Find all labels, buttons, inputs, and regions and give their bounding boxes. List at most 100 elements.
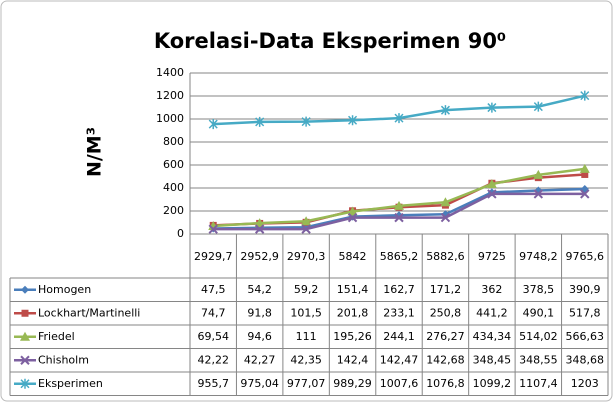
table-value: 517,8	[569, 306, 601, 319]
table-value: 171,2	[430, 283, 462, 296]
table-value: 142,47	[380, 353, 419, 366]
table-value: 276,27	[426, 330, 465, 343]
table-value: 441,2	[476, 306, 508, 319]
x-tick-label-box: 5842	[338, 249, 367, 263]
marker	[533, 189, 544, 199]
table-value: 348,55	[519, 353, 558, 366]
marker	[254, 218, 265, 228]
x-tick-label: 2952,9	[240, 249, 279, 263]
table-value: 390,9	[569, 283, 601, 296]
x-tick-label-box: 2952,9	[240, 249, 279, 263]
x-tick-label-box: 2970,3	[286, 249, 326, 263]
table-value: 514,02	[519, 330, 558, 343]
table-value: 47,5	[201, 283, 226, 296]
x-tick-label-box: 9748,2	[519, 249, 558, 263]
x-tick-label: 2929,7	[193, 249, 233, 263]
table-value: 955,7	[197, 377, 229, 390]
legend-label: Lockhart/Martinelli	[38, 306, 140, 319]
marker	[20, 331, 30, 341]
x-tick-label: 9725	[477, 249, 506, 263]
marker	[533, 101, 543, 112]
y-tick-label: 0	[177, 227, 184, 240]
table-value: 490,1	[523, 306, 555, 319]
table-value: 1203	[571, 377, 599, 390]
marker	[20, 355, 30, 365]
table-value: 975,04	[240, 377, 279, 390]
table-value: 348,68	[566, 353, 605, 366]
marker	[21, 309, 29, 317]
table-value: 195,26	[333, 330, 372, 343]
table-value: 142,4	[337, 353, 369, 366]
marker	[440, 105, 450, 116]
table-value: 348,45	[473, 353, 512, 366]
table-value: 378,5	[523, 283, 555, 296]
chart-title: Korelasi-Data Eksperimen 90⁰	[154, 29, 506, 53]
marker	[533, 169, 544, 179]
marker	[580, 189, 590, 199]
table-value: 42,35	[290, 353, 322, 366]
table-value: 201,8	[337, 306, 369, 319]
marker	[347, 206, 358, 216]
x-tick-label: 9748,2	[519, 249, 558, 263]
table-value: 91,8	[247, 306, 272, 319]
y-tick-label: 1000	[156, 112, 184, 125]
y-tick-label: 600	[163, 158, 184, 171]
table-value: 1107,4	[519, 377, 558, 390]
x-tick-label-box: 5865,2	[379, 249, 419, 263]
marker	[254, 224, 265, 234]
x-tick-label-box: 9765,6	[565, 249, 605, 263]
table-value: 54,2	[247, 283, 272, 296]
table-value: 42,27	[244, 353, 276, 366]
y-tick-label: 200	[163, 204, 184, 217]
table-value: 69,54	[197, 330, 229, 343]
y-tick-label: 400	[163, 181, 184, 194]
legend-label: Eksperimen	[38, 377, 103, 390]
table-value: 1076,8	[426, 377, 465, 390]
x-tick-label: 9765,6	[565, 249, 605, 263]
marker	[394, 200, 404, 210]
legend-label: Homogen	[38, 283, 91, 296]
marker	[208, 224, 218, 234]
y-axis-label: N/M³	[84, 127, 106, 177]
table-value: 233,1	[383, 306, 415, 319]
y-tick-label: 1200	[156, 89, 184, 102]
table-value: 151,4	[337, 283, 369, 296]
marker	[347, 212, 358, 223]
legend-label: Chisholm	[38, 353, 89, 366]
x-tick-label: 5842	[338, 249, 367, 263]
table-value: 250,8	[430, 306, 462, 319]
marker	[255, 116, 265, 127]
marker	[486, 179, 497, 189]
table-value: 244,1	[383, 330, 415, 343]
table-value: 566,63	[566, 330, 605, 343]
table-value: 1007,6	[380, 377, 419, 390]
table-value: 162,7	[383, 283, 415, 296]
marker	[348, 115, 358, 126]
x-tick-label: 5865,2	[379, 249, 419, 263]
table-value: 101,5	[290, 306, 322, 319]
x-tick-label: 5882,6	[426, 249, 465, 263]
x-tick-label-box: 2929,7	[193, 249, 233, 263]
marker	[208, 119, 218, 130]
marker	[487, 102, 497, 113]
table-value: 1099,2	[473, 377, 512, 390]
legend-label: Friedel	[38, 330, 75, 343]
table-value: 42,22	[197, 353, 229, 366]
marker	[301, 224, 311, 234]
marker	[21, 285, 29, 294]
table-value: 94,6	[247, 330, 272, 343]
marker	[580, 90, 590, 101]
marker	[301, 116, 311, 127]
x-tick-label-box: 9725	[477, 249, 506, 263]
table-value: 977,07	[287, 377, 326, 390]
marker	[20, 378, 30, 389]
x-tick-label-box: 5882,6	[426, 249, 465, 263]
marker	[394, 113, 404, 124]
y-tick-label: 1400	[156, 66, 184, 79]
marker	[440, 197, 451, 207]
y-tick-label: 800	[163, 135, 184, 148]
marker	[581, 170, 589, 178]
marker	[440, 212, 451, 223]
x-tick-label: 2970,3	[286, 249, 326, 263]
table-value: 989,29	[333, 377, 372, 390]
